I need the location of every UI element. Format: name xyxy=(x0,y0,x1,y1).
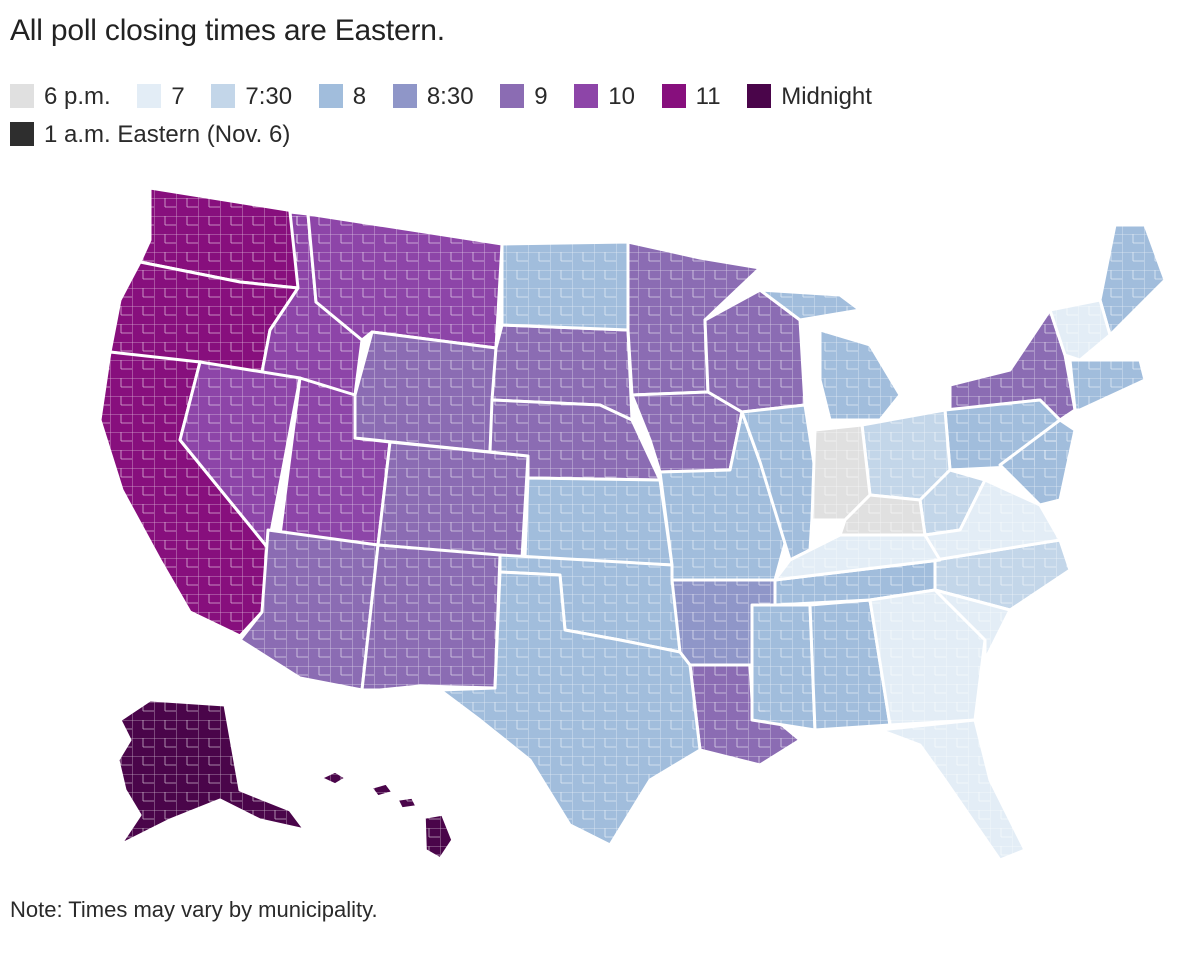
legend-item-midnight: Midnight xyxy=(747,78,872,116)
legend-swatch xyxy=(500,84,525,108)
legend-item-11: 11 xyxy=(661,78,721,116)
legend-label: 7:30 xyxy=(245,83,293,110)
legend-swatch xyxy=(574,84,599,108)
legend-item-730: 7:30 xyxy=(211,78,292,116)
legend-label: 11 xyxy=(695,83,721,110)
map-title: All poll closing times are Eastern. xyxy=(10,14,445,47)
legend-label: 9 xyxy=(534,83,548,110)
legend-label: 8 xyxy=(352,83,367,110)
legend: 6 p.m. 7 7:30 8 8:30 9 10 11 Midnight 1 … xyxy=(10,78,1170,154)
legend-swatch xyxy=(392,84,417,108)
us-map xyxy=(98,186,1167,862)
legend-item-8: 8 xyxy=(318,78,367,116)
legend-swatch xyxy=(10,122,34,146)
state-colorado xyxy=(376,440,530,560)
legend-item-9: 9 xyxy=(500,78,548,116)
legend-item-6pm: 6 p.m. xyxy=(10,78,111,116)
legend-item-10: 10 xyxy=(574,78,635,116)
legend-swatch xyxy=(747,84,772,108)
legend-label: 10 xyxy=(608,83,635,110)
legend-label: Midnight xyxy=(781,83,872,110)
state-north-dakota xyxy=(500,240,630,332)
legend-swatch xyxy=(211,84,236,108)
legend-label: 6 p.m. xyxy=(44,83,111,110)
legend-swatch xyxy=(137,84,162,108)
legend-label: 1 a.m. Eastern (Nov. 6) xyxy=(44,121,291,148)
legend-label: 7 xyxy=(171,83,185,110)
legend-label: 8:30 xyxy=(426,83,474,110)
state-alaska xyxy=(116,698,307,847)
state-mississippi xyxy=(750,603,817,732)
legend-item-830: 8:30 xyxy=(392,78,474,116)
legend-swatch xyxy=(661,84,686,108)
state-kansas xyxy=(523,476,674,567)
state-florida xyxy=(878,718,1027,862)
note: Note: Times may vary by municipality. xyxy=(10,897,378,922)
state-wyoming xyxy=(353,330,498,454)
legend-item-7: 7 xyxy=(137,78,185,116)
legend-swatch xyxy=(10,84,34,108)
state-new-mexico xyxy=(360,543,502,692)
state-hawaii xyxy=(321,771,453,859)
legend-item-1am: 1 a.m. Eastern (Nov. 6) xyxy=(10,116,290,154)
legend-swatch xyxy=(318,84,343,108)
